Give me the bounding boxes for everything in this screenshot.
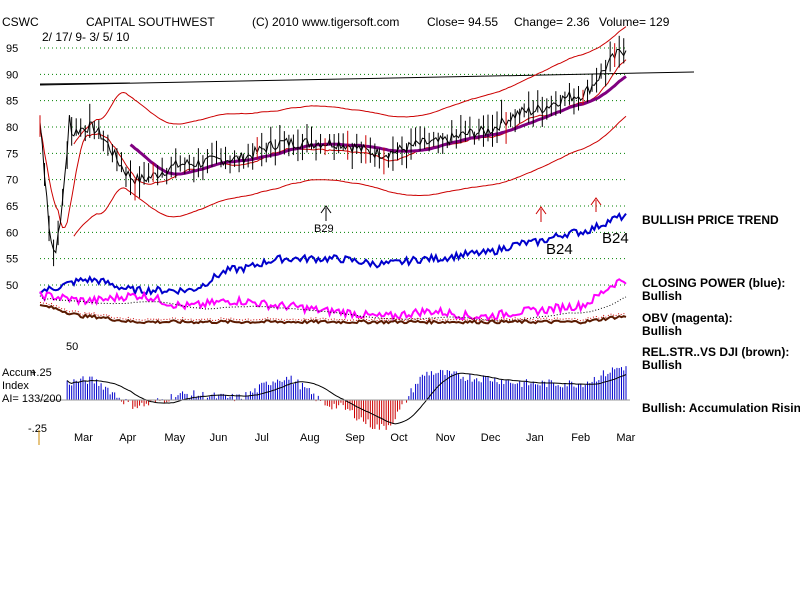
symbol: CSWC bbox=[2, 15, 39, 29]
accum-index-bars bbox=[66, 366, 627, 430]
price-tick-label: 85 bbox=[6, 96, 18, 108]
price-tick-label: 95 bbox=[6, 43, 18, 55]
month-label: Sep bbox=[345, 432, 365, 444]
buy-arrow-1 bbox=[535, 206, 547, 222]
rel-str-value: Bullish bbox=[642, 358, 682, 372]
signal-b24-label-2: B24 bbox=[602, 230, 629, 247]
price-tick-label: 50 bbox=[6, 280, 18, 292]
price-tick-label: 55 bbox=[6, 254, 18, 266]
month-label: Nov bbox=[436, 432, 456, 444]
accum-minus-label: -.25 bbox=[28, 423, 47, 435]
accum-ma-line bbox=[66, 372, 627, 425]
month-label: Jul bbox=[255, 432, 269, 444]
trend-label: BULLISH PRICE TREND bbox=[642, 213, 779, 227]
signal-b29: B29 bbox=[314, 205, 334, 235]
month-label: Jan bbox=[526, 432, 544, 444]
price-tick-label: 75 bbox=[6, 148, 18, 160]
month-label: Apr bbox=[119, 432, 136, 444]
copyright: (C) 2010 www.tigersoft.com bbox=[252, 15, 399, 29]
price-tick-label: 65 bbox=[6, 201, 18, 213]
signal-b24-label-1: B24 bbox=[546, 241, 573, 258]
month-label: May bbox=[164, 432, 185, 444]
moving-average-line bbox=[129, 75, 627, 176]
closing-power-value: Bullish bbox=[642, 289, 682, 303]
date-range: 2/ 17/ 9- 3/ 5/ 10 bbox=[42, 30, 130, 44]
month-label: Mar bbox=[616, 432, 635, 444]
resistance-flat-line bbox=[39, 82, 131, 85]
accum-subtitle: Index bbox=[2, 380, 29, 392]
lower-band-line bbox=[73, 115, 627, 237]
accumulation-label: Bullish: Accumulation Rising bbox=[642, 401, 800, 415]
rel-str-label: REL.STR..VS DJI (brown): bbox=[642, 345, 789, 359]
indicator-low-label: 50 bbox=[66, 341, 78, 353]
price-tick-label: 80 bbox=[6, 122, 18, 134]
buy-arrow-2 bbox=[590, 197, 602, 212]
signal-b29-label: B29 bbox=[314, 223, 334, 235]
month-label: Mar bbox=[74, 432, 93, 444]
obv-label: OBV (magenta): bbox=[642, 311, 733, 325]
rel-str-line bbox=[39, 304, 627, 325]
month-label: Dec bbox=[481, 432, 501, 444]
closing-power-label: CLOSING POWER (blue): bbox=[642, 276, 785, 290]
closing-power-line bbox=[39, 211, 627, 297]
month-axis-labels: Mar Apr May Jun Jul Aug Sep Oct Nov Dec Jan Feb Mar bbox=[74, 432, 636, 444]
month-label: Aug bbox=[300, 432, 320, 444]
accum-ai-value: AI= 133/200 bbox=[2, 393, 62, 405]
price-bars bbox=[39, 35, 625, 267]
accum-plus-label: +.25 bbox=[30, 367, 52, 379]
price-tick-label: 60 bbox=[6, 227, 18, 239]
resistance-trendline bbox=[39, 71, 695, 86]
close-value: Close= 94.55 bbox=[427, 15, 498, 29]
price-axis-ticks: 95 90 85 80 75 70 65 60 55 50 bbox=[6, 43, 18, 292]
accum-title: Accum bbox=[2, 367, 36, 379]
upper-band-line bbox=[73, 26, 627, 145]
month-label: Oct bbox=[390, 432, 407, 444]
price-tick-label: 70 bbox=[6, 175, 18, 187]
company-name: CAPITAL SOUTHWEST bbox=[86, 15, 215, 29]
obv-value: Bullish bbox=[642, 324, 682, 338]
price-tick-label: 90 bbox=[6, 69, 18, 81]
volume-value: Volume= 129 bbox=[599, 15, 670, 29]
obv-line bbox=[39, 278, 627, 322]
month-label: Jun bbox=[210, 432, 228, 444]
month-label: Feb bbox=[571, 432, 590, 444]
change-value: Change= 2.36 bbox=[514, 15, 590, 29]
